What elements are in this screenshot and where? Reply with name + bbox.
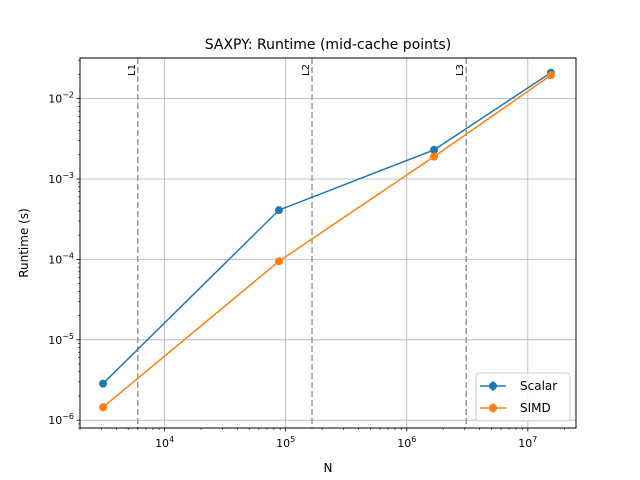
x-tick-label: 104 [155, 435, 174, 450]
y-tick-label: 10−5 [48, 332, 74, 347]
series-layer [99, 68, 555, 412]
data-point-simd [274, 257, 283, 266]
y-tick-label: 10−3 [48, 171, 74, 186]
legend-label-simd: SIMD [520, 401, 551, 415]
data-point-simd [99, 403, 108, 412]
cache-line-label-l2: L2 [301, 64, 312, 76]
legend-label-scalar: Scalar [520, 379, 557, 393]
x-axis-label: N [324, 461, 333, 475]
legend: Scalar SIMD [475, 372, 571, 422]
data-point-scalar [274, 206, 283, 215]
legend-item-simd: SIMD [480, 401, 551, 415]
grid [80, 58, 576, 428]
x-tick-label: 105 [276, 435, 295, 450]
x-tick-label: 106 [397, 435, 416, 450]
data-point-scalar [430, 145, 439, 154]
y-axis-label: Runtime (s) [17, 208, 31, 278]
series-line-scalar [102, 72, 552, 385]
y-tick-label: 10−2 [48, 91, 74, 106]
cache-line-label-l1: L1 [127, 64, 138, 76]
chart-title: SAXPY: Runtime (mid-cache points) [205, 37, 452, 53]
legend-box [475, 372, 571, 422]
axis-ticks: 104 105 106 107 10−6 10−5 10−4 10−3 10−2 [48, 59, 565, 450]
cache-line-label-l3: L3 [455, 64, 466, 76]
y-tick-label: 10−6 [48, 412, 74, 427]
y-tick-label: 10−4 [48, 251, 74, 266]
plot-frame [79, 57, 577, 429]
data-point-simd [546, 71, 555, 80]
series-line-simd [102, 74, 552, 408]
data-point-scalar [99, 379, 108, 388]
x-tick-label: 107 [518, 435, 537, 450]
legend-item-scalar: Scalar [480, 379, 557, 393]
data-point-simd [430, 152, 439, 161]
legend-marker-scalar [489, 382, 497, 390]
cache-lines: L1 L2 L3 [127, 58, 467, 428]
legend-marker-simd [489, 404, 497, 412]
